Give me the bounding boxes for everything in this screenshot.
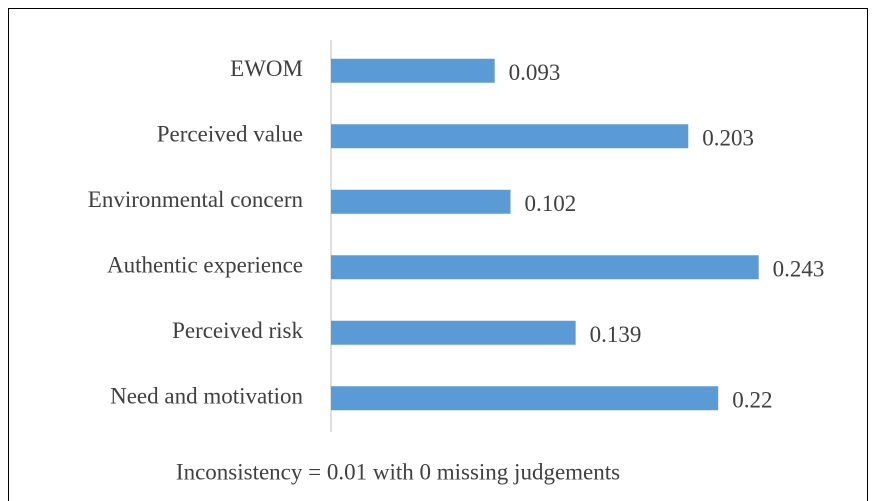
bar <box>331 386 719 411</box>
value-label: 0.243 <box>773 257 825 282</box>
bar <box>331 124 689 149</box>
y-tick-label: Perceived risk <box>172 318 303 343</box>
value-label: 0.22 <box>732 388 772 413</box>
value-label: 0.093 <box>509 60 561 85</box>
y-tick-label: Authentic experience <box>107 253 303 278</box>
y-tick-label: Environmental concern <box>88 187 304 212</box>
y-tick-label: EWOM <box>230 56 303 81</box>
bar <box>331 58 495 83</box>
value-label: 0.139 <box>590 322 642 347</box>
value-label: 0.203 <box>702 126 754 151</box>
y-tick-label: Perceived value <box>157 122 303 147</box>
annotation: Inconsistency = 0.01 with 0 missing judg… <box>176 459 620 484</box>
bar <box>331 320 576 345</box>
y-tick-label: Need and motivation <box>110 384 303 409</box>
bar <box>331 255 759 280</box>
chart-border <box>8 8 868 501</box>
value-label: 0.102 <box>525 191 577 216</box>
bar <box>331 189 511 214</box>
